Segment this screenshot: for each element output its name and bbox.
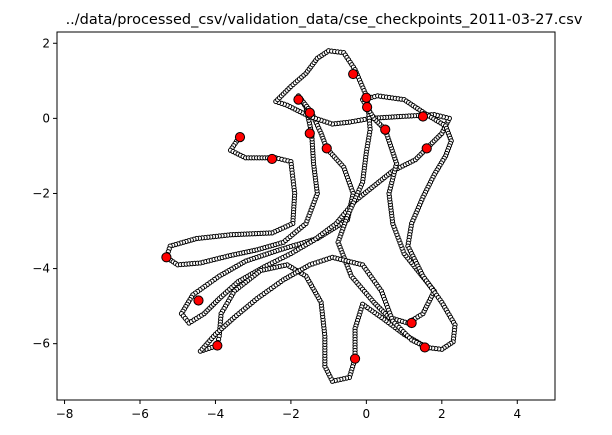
checkpoint-point xyxy=(348,68,359,80)
y-tick-label: −6 xyxy=(32,337,50,351)
x-axis: −8 −6 −4 −2 0 2 4 xyxy=(56,400,521,421)
x-tick-label: −6 xyxy=(131,407,149,421)
checkpoint-point xyxy=(161,252,172,263)
x-tick-label: −2 xyxy=(282,407,300,421)
checkpoint-point xyxy=(421,143,432,154)
checkpoint-point xyxy=(362,102,373,113)
checkpoint-point xyxy=(293,94,304,105)
checkpoint-point xyxy=(193,295,204,306)
y-axis: 2 0 −2 −4 −6 xyxy=(32,36,57,351)
y-tick-label: 0 xyxy=(42,111,50,125)
checkpoint-markers xyxy=(161,68,432,364)
checkpoint-point xyxy=(406,317,417,329)
x-tick-label: −4 xyxy=(207,407,225,421)
checkpoint-point xyxy=(321,143,332,154)
checkpoint-point xyxy=(419,342,430,353)
y-tick-label: 2 xyxy=(42,36,50,50)
y-tick-label: −2 xyxy=(32,186,50,200)
track-points xyxy=(163,48,458,384)
checkpoint-point xyxy=(212,340,223,351)
x-tick-label: 0 xyxy=(363,407,371,421)
checkpoint-point xyxy=(417,111,429,122)
checkpoint-point xyxy=(349,353,361,364)
plot-area-frame xyxy=(56,31,556,401)
chart-title: ../data/processed_csv/validation_data/cs… xyxy=(66,12,583,28)
checkpoint-point xyxy=(234,132,246,143)
x-tick-label: −8 xyxy=(56,407,74,421)
checkpoint-point xyxy=(304,107,315,118)
x-tick-label: 2 xyxy=(438,407,446,421)
checkpoint-point xyxy=(361,92,372,103)
checkpoint-point xyxy=(304,128,315,139)
x-tick-label: 4 xyxy=(513,407,521,421)
checkpoint-point xyxy=(380,124,391,135)
checkpoint-point xyxy=(266,153,278,165)
y-tick-label: −4 xyxy=(32,262,50,276)
